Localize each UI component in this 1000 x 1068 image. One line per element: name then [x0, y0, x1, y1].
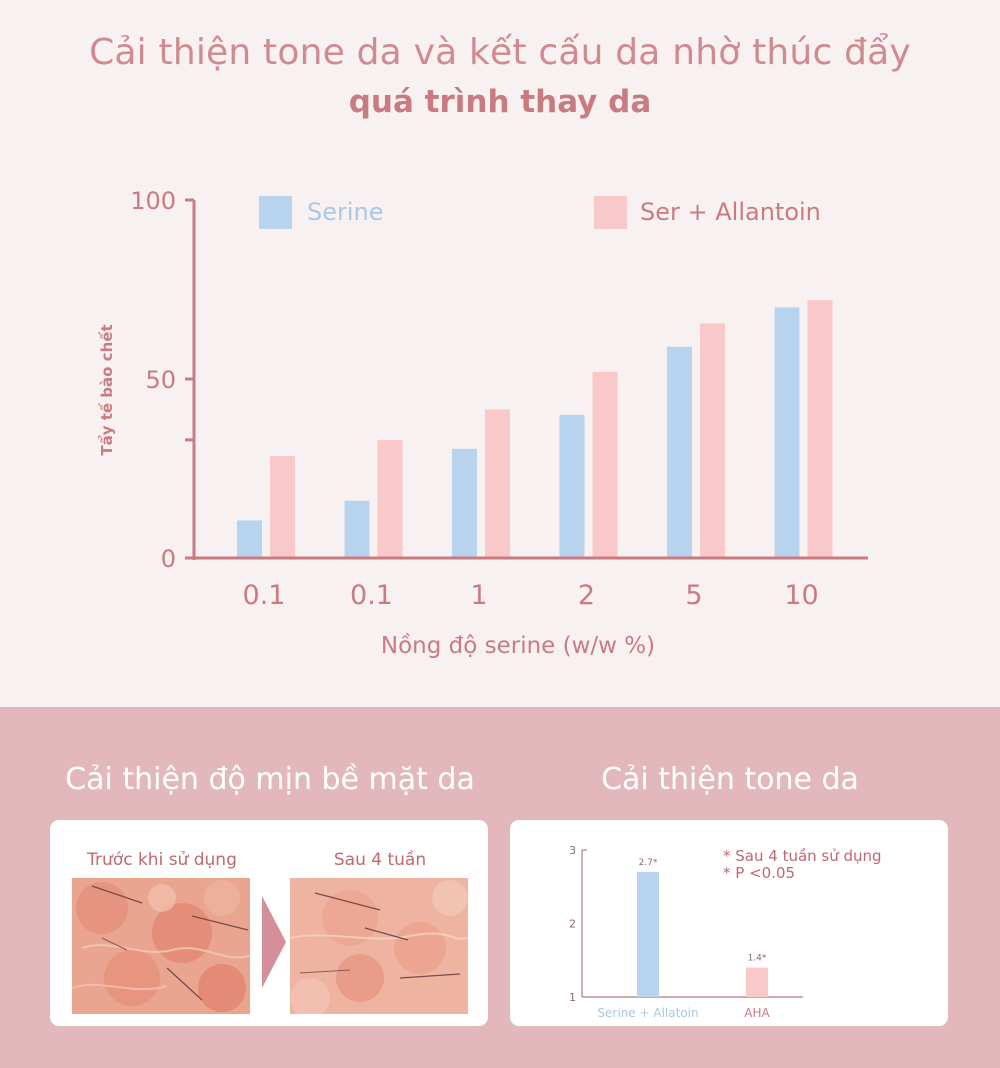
after-label: Sau 4 tuần: [333, 850, 427, 870]
y-tick-label: 50: [145, 366, 176, 394]
bar-serine: [774, 307, 800, 557]
x-tick-label: 0.1: [243, 580, 286, 611]
bar-allantoin: [270, 455, 295, 557]
x-tick-label: 10: [784, 580, 818, 611]
y-axis-title: Tẩy tế bào chết: [97, 324, 116, 455]
x-tick-label: Serine + Allatoin: [597, 1006, 698, 1020]
bottom-section: Cải thiện độ mịn bề mặt da Cải thiện ton…: [0, 707, 1000, 1068]
bar-value-label: 1.4*: [748, 954, 767, 964]
bar-allantoin: [592, 371, 618, 557]
bar-allantoin: [485, 409, 510, 557]
bar: [637, 872, 659, 997]
x-tick-label: 5: [685, 580, 702, 611]
x-tick-label: AHA: [744, 1006, 770, 1020]
bar-allantoin: [377, 439, 403, 557]
skin-tone-bar-chart: 1 2 3 2.7* Serine + Allatoin 1.4* AHA * Sau 4 t…: [569, 844, 882, 1020]
skin-before-image: [72, 878, 250, 1014]
top-section: Cải thiện tone da và kết cấu da nhờ thúc…: [89, 32, 911, 659]
smoothness-card: Trước khi sử dụng Sau 4 tuần: [50, 820, 488, 1026]
bar-serine: [237, 520, 262, 557]
legend-swatch: [594, 196, 627, 229]
tone-card: 1 2 3 2.7* Serine + Allatoin 1.4* AHA * Sau 4 t…: [510, 820, 948, 1026]
chart-note: * P <0.05: [723, 864, 795, 882]
bar: [746, 967, 768, 997]
bar-serine: [344, 500, 370, 557]
bar-allantoin: [700, 323, 725, 557]
skin-after-image: [290, 878, 468, 1014]
chart-note: * Sau 4 tuần sử dụng: [723, 847, 882, 865]
x-axis-title: Nồng độ serine (w/w %): [381, 633, 655, 659]
x-tick-label: 2: [578, 580, 595, 611]
legend-swatch: [259, 196, 292, 229]
bar-serine: [452, 448, 477, 557]
y-tick-label: 0: [161, 545, 176, 573]
y-tick-label: 2: [569, 918, 576, 931]
bar-value-label: 2.7*: [639, 858, 658, 868]
legend-label: Ser + Allantoin: [640, 198, 821, 226]
tone-title: Cải thiện tone da: [601, 762, 859, 797]
legend-label: Serine: [307, 198, 384, 226]
x-tick-label: 0.1: [350, 580, 393, 611]
exfoliation-bar-chart: 0 50 100 Tẩy tế bào chết 0.1 0.1 1 2 5 10 Nồng độ …: [97, 187, 868, 659]
y-tick-label: 3: [569, 844, 576, 857]
x-tick-label: 1: [470, 580, 487, 611]
bar-allantoin: [807, 300, 833, 557]
arrow-right-icon: [262, 896, 286, 988]
page-title: Cải thiện tone da và kết cấu da nhờ thúc…: [89, 32, 911, 73]
bar-serine: [667, 346, 692, 557]
y-tick-label: 100: [130, 187, 176, 215]
y-tick-label: 1: [569, 991, 576, 1004]
smoothness-title: Cải thiện độ mịn bề mặt da: [65, 762, 475, 797]
bar-serine: [559, 414, 585, 557]
before-label: Trước khi sử dụng: [87, 850, 237, 870]
page-subtitle: quá trình thay da: [348, 84, 652, 120]
